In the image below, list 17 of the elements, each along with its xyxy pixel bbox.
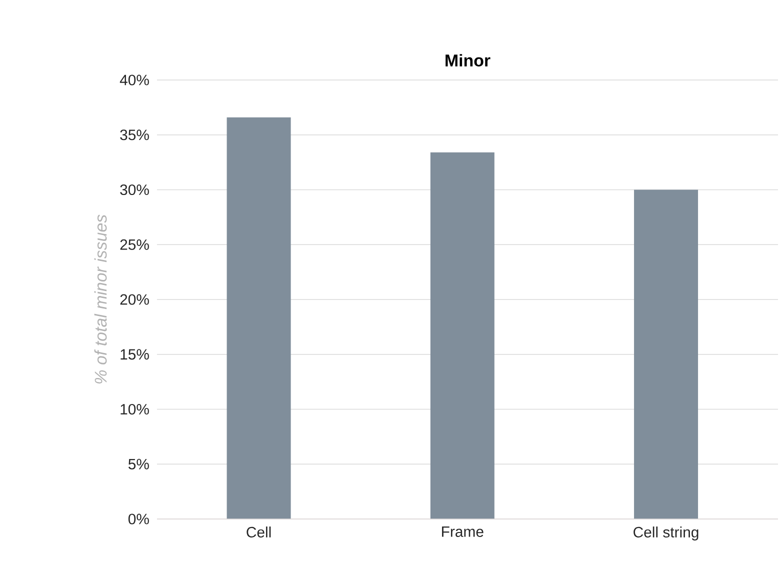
bar bbox=[634, 190, 698, 519]
y-tick-label: 0% bbox=[128, 514, 149, 524]
y-tick-label: 25% bbox=[120, 239, 149, 250]
y-tick-label: 40% bbox=[120, 74, 149, 86]
y-tick-label: 5% bbox=[128, 458, 149, 470]
y-tick-label: 20% bbox=[120, 294, 149, 305]
x-tick-label: Cell string bbox=[634, 526, 698, 540]
x-tick-label: Frame bbox=[442, 526, 484, 537]
y-tick-label: 10% bbox=[120, 404, 149, 415]
chart-title: Minor bbox=[446, 54, 490, 67]
y-axis-title: % of total minor issues bbox=[94, 214, 107, 384]
y-tick-label: 15% bbox=[120, 349, 149, 360]
bar bbox=[226, 117, 291, 519]
x-tick-label: Cell bbox=[246, 526, 271, 538]
y-tick-label: 30% bbox=[120, 184, 149, 196]
y-tick-label: 35% bbox=[120, 130, 149, 140]
bar bbox=[430, 152, 494, 519]
